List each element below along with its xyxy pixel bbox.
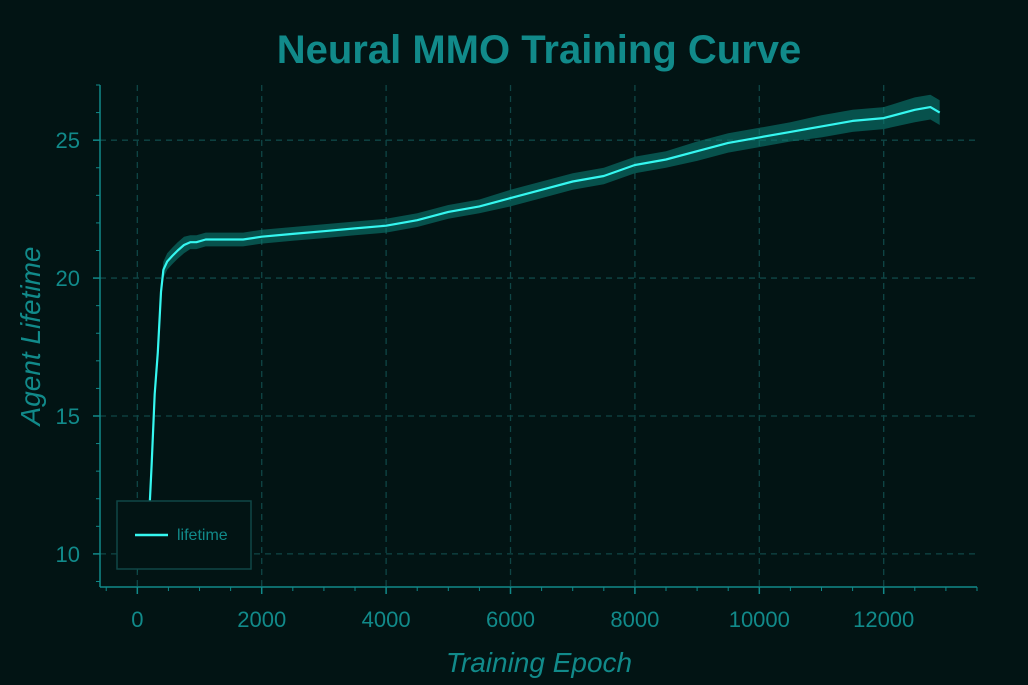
x-tick-label: 4000 [362, 607, 411, 632]
x-tick-label: 10000 [729, 607, 790, 632]
x-tick-label: 0 [131, 607, 143, 632]
x-tick-label: 8000 [610, 607, 659, 632]
x-tick-label: 12000 [853, 607, 914, 632]
x-tick-label: 6000 [486, 607, 535, 632]
x-axis-label: Training Epoch [446, 647, 632, 678]
axes [93, 84, 978, 594]
series-line-layer [136, 105, 941, 566]
y-tick-label: 10 [56, 542, 80, 567]
y-tick-label: 25 [56, 128, 80, 153]
x-tick-label: 2000 [237, 607, 286, 632]
x-tick-labels: 0 2000 4000 6000 8000 10000 12000 [131, 607, 914, 632]
y-axis-label: Agent Lifetime [15, 247, 46, 428]
chart-title: Neural MMO Training Curve [277, 28, 802, 72]
legend: lifetime [116, 500, 252, 570]
y-tick-label: 20 [56, 266, 80, 291]
y-tick-label: 15 [56, 404, 80, 429]
legend-label: lifetime [177, 527, 228, 544]
y-tick-labels: 10 15 20 25 [56, 128, 80, 567]
series-line-lifetime [136, 105, 941, 566]
legend-box [116, 500, 252, 570]
